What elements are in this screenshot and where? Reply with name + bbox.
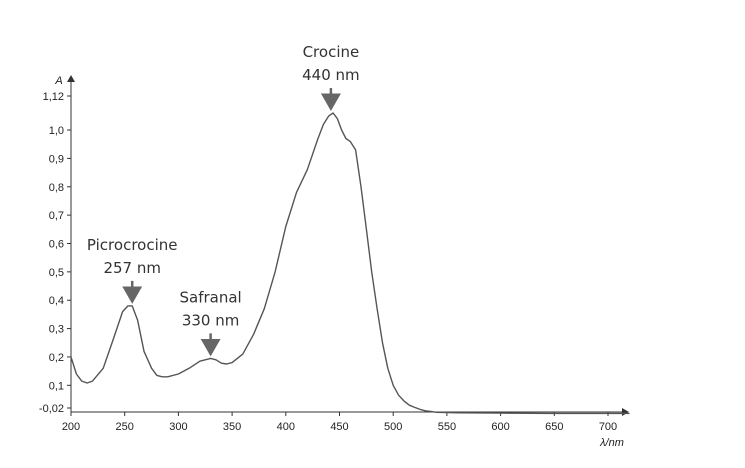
series-layer	[70, 112, 630, 415]
x-tick-label: 300	[169, 421, 187, 433]
y-tick-label: 0,2	[49, 352, 64, 364]
annotation-label: Crocine	[303, 43, 360, 61]
absorbance-line	[70, 112, 630, 415]
x-tick-label: 700	[599, 421, 617, 433]
x-tick-label: 650	[545, 421, 563, 433]
y-tick-label: 0,3	[49, 324, 64, 336]
y-tick-label: 0,6	[49, 238, 64, 250]
x-tick-label: 350	[223, 421, 241, 433]
y-tick-label: -0,02	[39, 403, 64, 415]
annotations-layer: Picrocrocine 257 nm Safranal 330 nm Crocine 4…	[87, 43, 360, 357]
x-tick-label: 500	[384, 421, 402, 433]
y-tick-label: 1,12	[43, 91, 64, 103]
y-tick-label: 0,5	[49, 267, 64, 279]
x-axis-label: λ/nm	[599, 437, 624, 449]
x-tick-label: 450	[330, 421, 348, 433]
y-tick-label: 0,7	[49, 210, 64, 222]
y-tick-label: 1,0	[49, 125, 64, 137]
annotation-label: 330 nm	[182, 311, 240, 329]
x-tick-label: 600	[491, 421, 509, 433]
x-tick-label: 200	[62, 421, 80, 433]
annotation-label: Safranal	[180, 288, 242, 306]
y-axis-label: A	[54, 75, 62, 87]
annotation-label: Picrocrocine	[87, 236, 178, 254]
y-tick-label: 0,8	[49, 182, 64, 194]
y-tick-label: 0,9	[49, 153, 64, 165]
x-tick-label: 550	[438, 421, 456, 433]
annotation-label: 257 nm	[103, 259, 161, 277]
annotation-label: 440 nm	[302, 66, 360, 84]
axes: Aλ/nm	[54, 75, 629, 449]
y-tick-label: 0,1	[49, 380, 64, 392]
y-tick-label: 0,4	[49, 295, 64, 307]
x-tick-label: 400	[277, 421, 295, 433]
x-tick-label: 250	[116, 421, 134, 433]
